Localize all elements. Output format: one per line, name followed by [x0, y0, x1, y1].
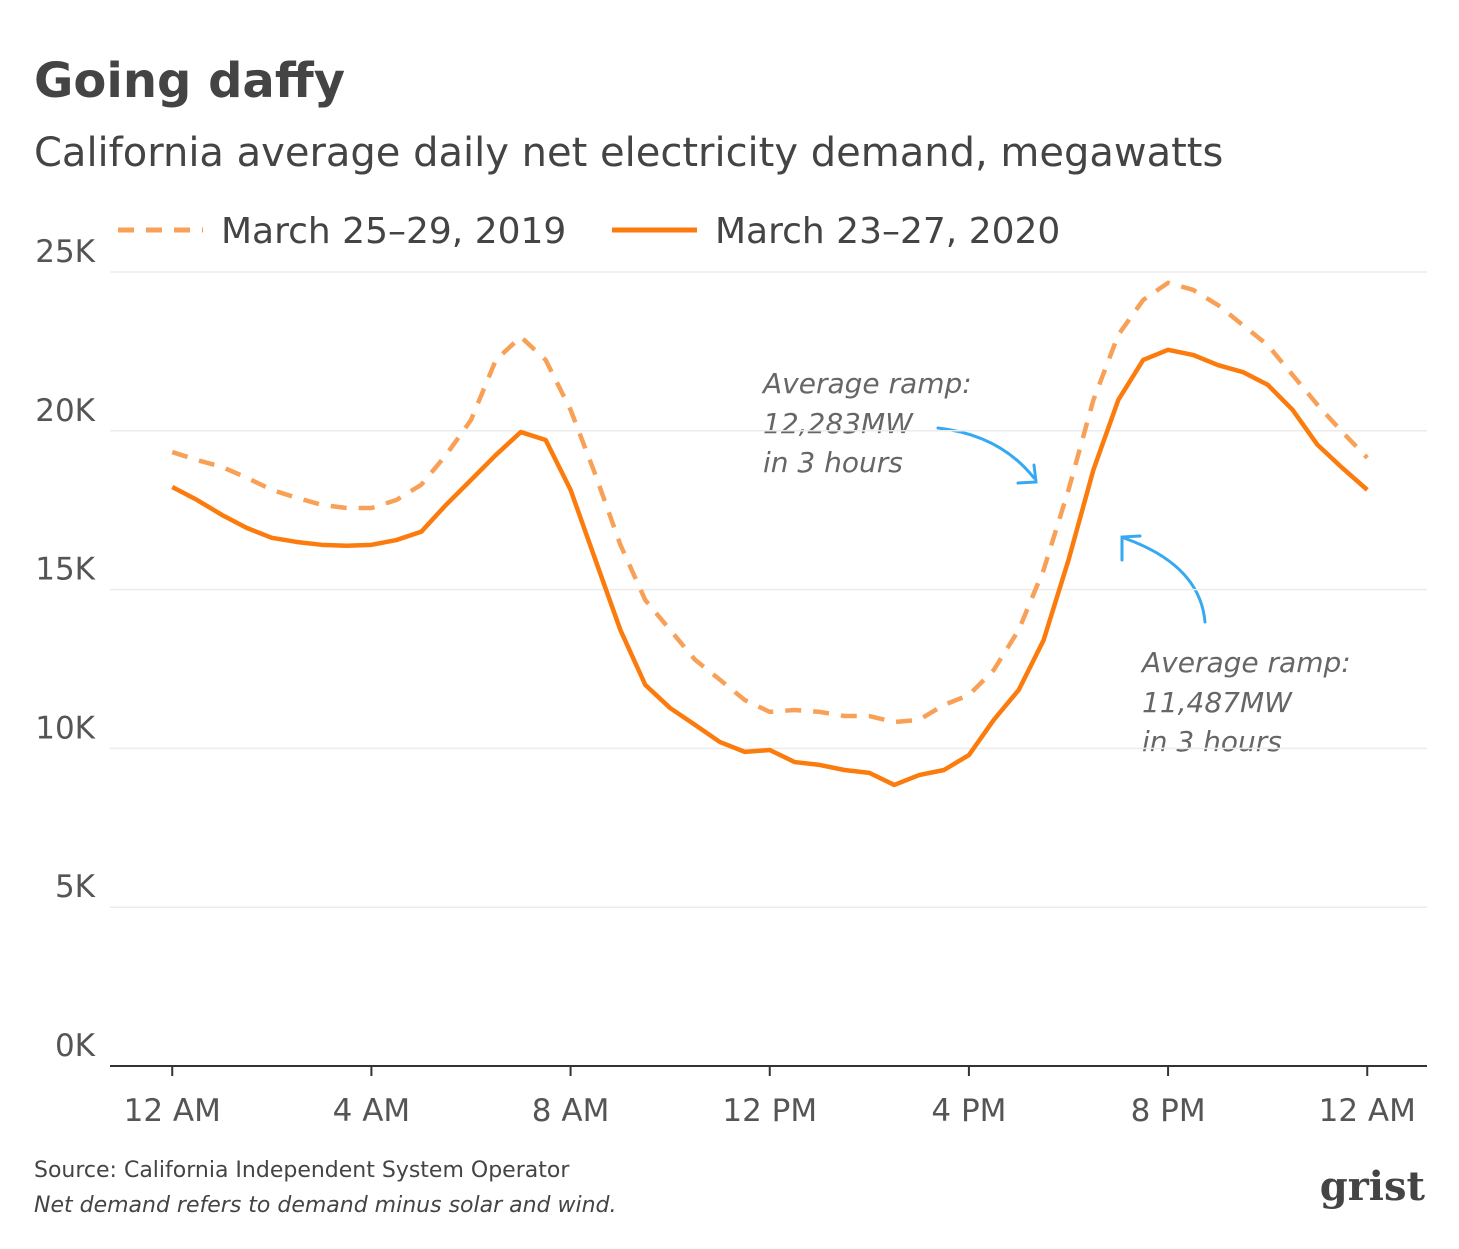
- brand-logo: grist: [1320, 1163, 1426, 1210]
- source: Source: California Independent System Op…: [34, 1158, 570, 1183]
- annotation: in 3 hours: [763, 446, 903, 479]
- x-tick-label: 12 AM: [124, 1093, 221, 1129]
- note: Net demand refers to demand minus solar …: [34, 1193, 617, 1218]
- x-tick-label: 12 PM: [722, 1093, 817, 1129]
- y-tick-label: 5K: [55, 869, 96, 905]
- x-tick-label: 8 AM: [532, 1093, 610, 1129]
- x-tick-label: 8 PM: [1131, 1093, 1206, 1129]
- x-tick-label: 4 AM: [333, 1093, 411, 1129]
- annotation: in 3 hours: [1142, 725, 1282, 758]
- y-tick-label: 0K: [55, 1028, 96, 1064]
- x-tick-label: 4 PM: [931, 1093, 1006, 1129]
- legend-label: March 25–29, 2019: [221, 211, 566, 252]
- y-tick-label: 15K: [35, 552, 95, 588]
- annotation: Average ramp:: [761, 367, 972, 400]
- annotation-arrow: [936, 426, 1038, 485]
- chart-subtitle: California average daily net electricity…: [34, 130, 1223, 176]
- series-line: [171, 347, 1369, 788]
- y-tick-label: 20K: [35, 393, 95, 429]
- annotation: 11,487MW: [1142, 686, 1293, 719]
- annotation-arrow: [1120, 534, 1207, 624]
- legend-label: March 23–27, 2020: [715, 211, 1060, 252]
- annotation: 12,283MW: [763, 407, 914, 440]
- y-tick-label: 10K: [35, 710, 95, 746]
- chart-title: Going daffy: [34, 53, 345, 109]
- series-line: [171, 280, 1369, 725]
- annotation: Average ramp:: [1140, 646, 1351, 679]
- y-tick-label: 25K: [35, 234, 95, 270]
- x-tick-label: 12 AM: [1319, 1093, 1416, 1129]
